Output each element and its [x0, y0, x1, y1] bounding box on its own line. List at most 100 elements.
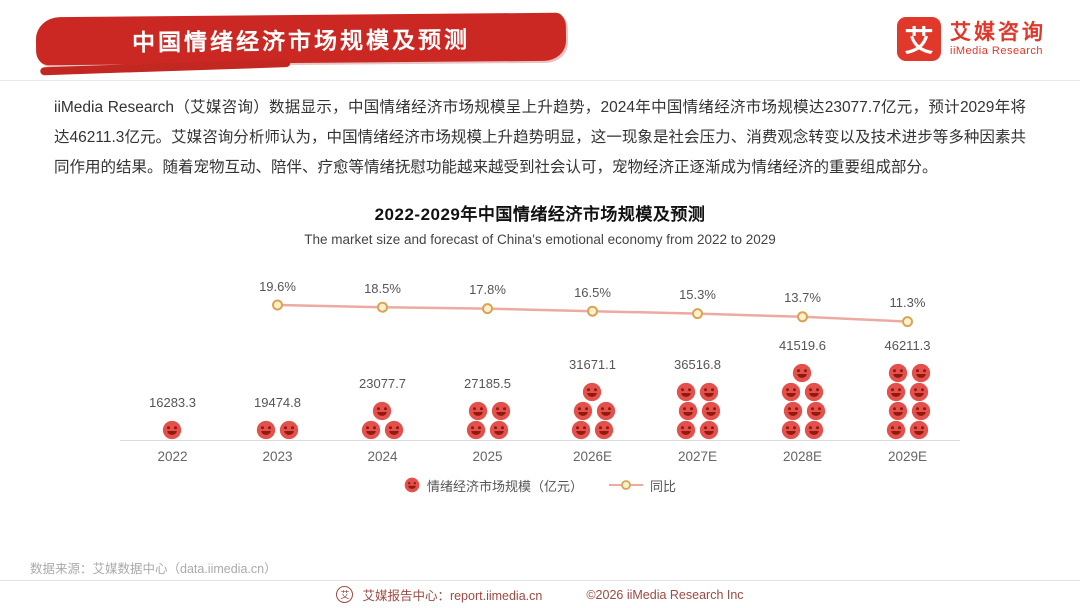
- yoy-legend-icon: [609, 479, 643, 491]
- header: 中国情绪经济市场规模及预测 艾 艾媒咨询 iiMedia Research: [0, 0, 1080, 81]
- chart-legend: 情绪经济市场规模（亿元） 同比: [120, 476, 960, 495]
- footer-logo-icon: 艾: [336, 586, 354, 603]
- yoy-percent-label: 15.3%: [679, 287, 716, 303]
- bar-icon-stack: [149, 420, 197, 440]
- x-axis-label: 2028E: [782, 448, 823, 464]
- yoy-percent-label: 17.8%: [469, 282, 506, 298]
- emotion-smiley-icon: [699, 382, 719, 402]
- bar-icon-stack: [674, 382, 722, 440]
- bar-value-label: 46211.3: [884, 337, 931, 353]
- emotion-smiley-icon: [279, 420, 299, 440]
- x-axis-label: 2024: [367, 448, 398, 464]
- chart-column: 27185.5: [435, 255, 540, 440]
- bar-icon-stack: [779, 363, 827, 440]
- emotion-smiley-icon: [582, 382, 602, 402]
- page-title: 中国情绪经济市场规模及预测: [131, 26, 471, 56]
- chart: 16283.3 19474.8 23077.7 27185.5 31671.1 36516…: [120, 255, 960, 495]
- brand-logo: 艾 艾媒咨询 iiMedia Research: [897, 17, 1046, 61]
- emotion-smiley-icon: [804, 382, 824, 402]
- brand-name-en: iiMedia Research: [950, 44, 1043, 57]
- emotion-smiley-icon: [911, 363, 931, 383]
- chart-column: 19474.8: [225, 255, 330, 440]
- bar-icon-stack: [359, 401, 407, 440]
- emotion-smiley-icon: [888, 401, 908, 421]
- emotion-smiley-icon: [909, 382, 929, 402]
- emotion-smiley-icon: [792, 363, 812, 383]
- chart-column: 41519.6: [750, 255, 855, 440]
- emotion-smiley-icon: [781, 382, 801, 402]
- emotion-smiley-icon: [888, 363, 908, 383]
- x-axis-label: 2029E: [887, 448, 928, 464]
- yoy-percent-label: 18.5%: [364, 280, 401, 296]
- footer: 艾 艾媒报告中心：report.iimedia.cn ©2026 iiMedia…: [0, 580, 1080, 608]
- yoy-percent-label: 19.6%: [259, 278, 296, 294]
- emotion-smiley-icon: [886, 382, 906, 402]
- intro-paragraph: iiMedia Research（艾媒咨询）数据显示，中国情绪经济市场规模呈上升…: [54, 99, 1026, 177]
- market-size-legend-icon: [404, 477, 420, 493]
- title-banner: 中国情绪经济市场规模及预测: [35, 12, 567, 66]
- emotion-smiley-icon: [256, 420, 276, 440]
- emotion-smiley-icon: [361, 420, 381, 440]
- emotion-smiley-icon: [594, 420, 614, 440]
- emotion-smiley-icon: [573, 401, 593, 421]
- bar-value-label: 23077.7: [359, 375, 406, 391]
- chart-column: 31671.1: [540, 255, 645, 440]
- brand-name-cn: 艾媒咨询: [950, 20, 1046, 44]
- bar-icon-stack: [569, 382, 617, 440]
- legend-label-yoy: 同比: [650, 478, 677, 494]
- legend-label-market-size: 情绪经济市场规模（亿元）: [426, 478, 583, 494]
- yoy-percent-label: 13.7%: [784, 290, 821, 306]
- iimedia-logo-icon: 艾: [897, 17, 941, 61]
- emotion-smiley-icon: [676, 382, 696, 402]
- emotion-smiley-icon: [491, 401, 511, 421]
- emotion-smiley-icon: [466, 420, 486, 440]
- legend-item-market-size: 情绪经济市场规模（亿元）: [404, 476, 583, 495]
- bar-value-label: 41519.6: [779, 337, 826, 353]
- emotion-smiley-icon: [911, 401, 931, 421]
- bar-value-label: 36516.8: [674, 356, 721, 372]
- emotion-smiley-icon: [596, 401, 616, 421]
- chart-title: 2022-2029年中国情绪经济市场规模及预测: [374, 204, 706, 224]
- emotion-smiley-icon: [806, 401, 826, 421]
- bar-value-label: 19474.8: [254, 394, 301, 410]
- emotion-smiley-icon: [804, 420, 824, 440]
- bar-icon-stack: [254, 420, 302, 440]
- emotion-smiley-icon: [372, 401, 392, 421]
- emotion-smiley-icon: [783, 401, 803, 421]
- bar-icon-stack: [464, 401, 512, 440]
- chart-column: 36516.8: [645, 255, 750, 440]
- bar-value-label: 27185.5: [464, 375, 511, 391]
- emotion-smiley-icon: [489, 420, 509, 440]
- emotion-smiley-icon: [678, 401, 698, 421]
- data-source-note: 数据来源：艾媒数据中心（data.iimedia.cn）: [30, 562, 277, 576]
- emotion-smiley-icon: [384, 420, 404, 440]
- chart-columns: 16283.3 19474.8 23077.7 27185.5 31671.1 36516…: [120, 255, 960, 440]
- x-axis-label: 2026E: [572, 448, 613, 464]
- chart-column: 16283.3: [120, 255, 225, 440]
- emotion-smiley-icon: [571, 420, 591, 440]
- bar-value-label: 31671.1: [569, 356, 616, 372]
- legend-item-yoy: 同比: [609, 476, 676, 495]
- chart-column: 46211.3: [855, 255, 960, 440]
- brand-text: 艾媒咨询 iiMedia Research: [950, 21, 1046, 58]
- emotion-smiley-icon: [781, 420, 801, 440]
- footer-copyright: ©2026 iiMedia Research Inc: [586, 587, 744, 602]
- emotion-smiley-icon: [699, 420, 719, 440]
- footer-report-center: 艾媒报告中心：report.iimedia.cn: [362, 589, 543, 603]
- emotion-smiley-icon: [909, 420, 929, 440]
- emotion-smiley-icon: [701, 401, 721, 421]
- yoy-percent-label: 11.3%: [889, 295, 926, 311]
- bar-icon-stack: [884, 363, 932, 440]
- x-axis-label: 2025: [472, 448, 503, 464]
- chart-column: 23077.7: [330, 255, 435, 440]
- emotion-smiley-icon: [886, 420, 906, 440]
- chart-subtitle: The market size and forecast of China's …: [304, 231, 776, 247]
- emotion-smiley-icon: [676, 420, 696, 440]
- emotion-smiley-icon: [468, 401, 488, 421]
- emotion-smiley-icon: [162, 420, 182, 440]
- x-axis-label: 2022: [157, 448, 188, 464]
- chart-plot: 16283.3 19474.8 23077.7 27185.5 31671.1 36516…: [120, 255, 960, 441]
- x-axis-label: 2027E: [677, 448, 718, 464]
- yoy-percent-label: 16.5%: [574, 284, 611, 300]
